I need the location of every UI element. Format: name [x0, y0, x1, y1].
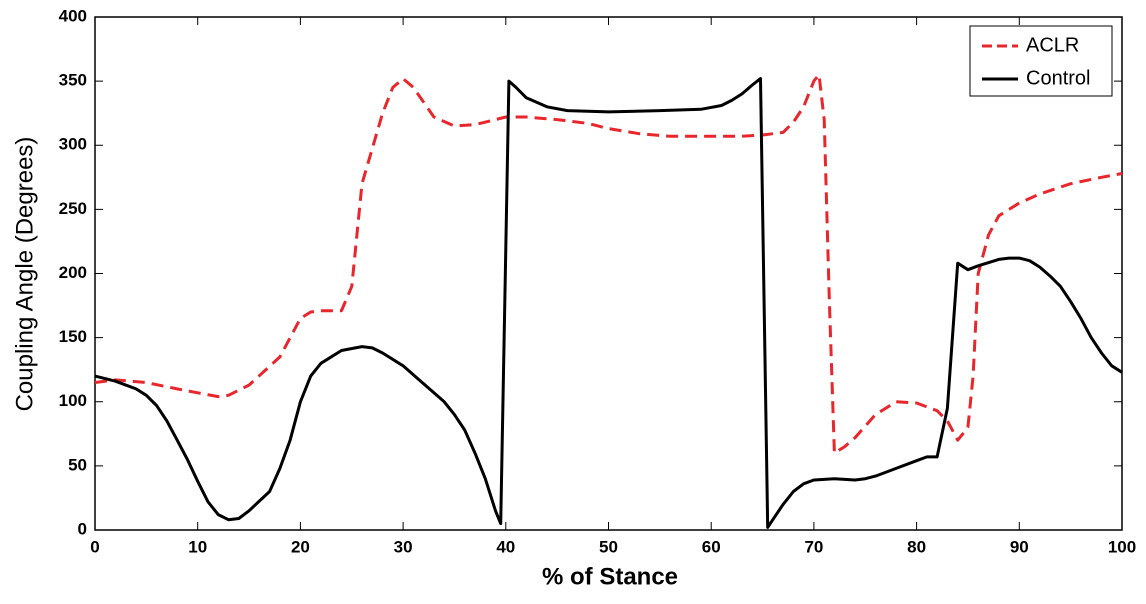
- x-axis-label: % of Stance: [542, 563, 678, 590]
- y-tick-label: 400: [59, 6, 87, 25]
- x-tick-label: 40: [496, 537, 515, 556]
- y-tick-label: 150: [59, 327, 87, 346]
- series-line: [94, 77, 1123, 529]
- legend-box: [969, 25, 1113, 97]
- x-tick-label: 0: [90, 537, 99, 556]
- x-tick-label: 50: [599, 537, 618, 556]
- x-tick-label: 90: [1010, 537, 1029, 556]
- x-tick-label: 20: [291, 537, 310, 556]
- x-tick-label: 80: [907, 537, 926, 556]
- y-tick-label: 200: [59, 263, 87, 282]
- x-tick-label: 70: [804, 537, 823, 556]
- series-line: [94, 73, 1123, 455]
- y-tick-label: 350: [59, 71, 87, 90]
- y-axis-label: Coupling Angle (Degrees): [11, 137, 38, 412]
- x-tick-label: 10: [188, 537, 207, 556]
- y-tick-label: 250: [59, 199, 87, 218]
- legend-label: ACLR: [1026, 34, 1079, 56]
- y-tick-label: 100: [59, 391, 87, 410]
- legend-label: Control: [1026, 67, 1090, 89]
- x-tick-label: 30: [394, 537, 413, 556]
- y-tick-label: 0: [78, 519, 87, 538]
- y-tick-label: 50: [68, 455, 87, 474]
- x-tick-label: 100: [1108, 537, 1136, 556]
- y-tick-label: 300: [59, 135, 87, 154]
- x-tick-label: 60: [702, 537, 721, 556]
- plot-frame: [94, 16, 1123, 531]
